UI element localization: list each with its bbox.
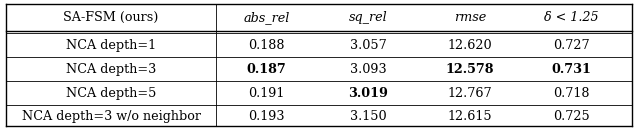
Text: 0.718: 0.718 [553,87,590,100]
Text: 0.187: 0.187 [247,63,286,76]
Text: 0.188: 0.188 [248,39,285,52]
Text: 0.727: 0.727 [553,39,590,52]
Text: 0.731: 0.731 [551,63,591,76]
Text: 0.725: 0.725 [553,110,590,123]
Text: 12.578: 12.578 [445,63,494,76]
Text: 12.767: 12.767 [447,87,492,100]
Text: NCA depth=5: NCA depth=5 [66,87,156,100]
Text: 3.019: 3.019 [348,87,388,100]
Text: 12.620: 12.620 [447,39,492,52]
Text: NCA depth=3: NCA depth=3 [66,63,156,76]
Text: 12.615: 12.615 [447,110,492,123]
Text: NCA depth=1: NCA depth=1 [66,39,156,52]
Text: 0.191: 0.191 [248,87,285,100]
Text: SA-FSM (ours): SA-FSM (ours) [63,11,159,24]
Text: 3.057: 3.057 [350,39,387,52]
Text: abs_rel: abs_rel [244,11,290,24]
Text: δ < 1.25: δ < 1.25 [544,11,598,24]
Text: NCA depth=3 w/o neighbor: NCA depth=3 w/o neighbor [22,110,200,123]
Text: 3.150: 3.150 [350,110,387,123]
Text: 0.193: 0.193 [248,110,285,123]
Text: 3.093: 3.093 [350,63,387,76]
Text: sq_rel: sq_rel [349,11,388,24]
Text: rmse: rmse [454,11,486,24]
